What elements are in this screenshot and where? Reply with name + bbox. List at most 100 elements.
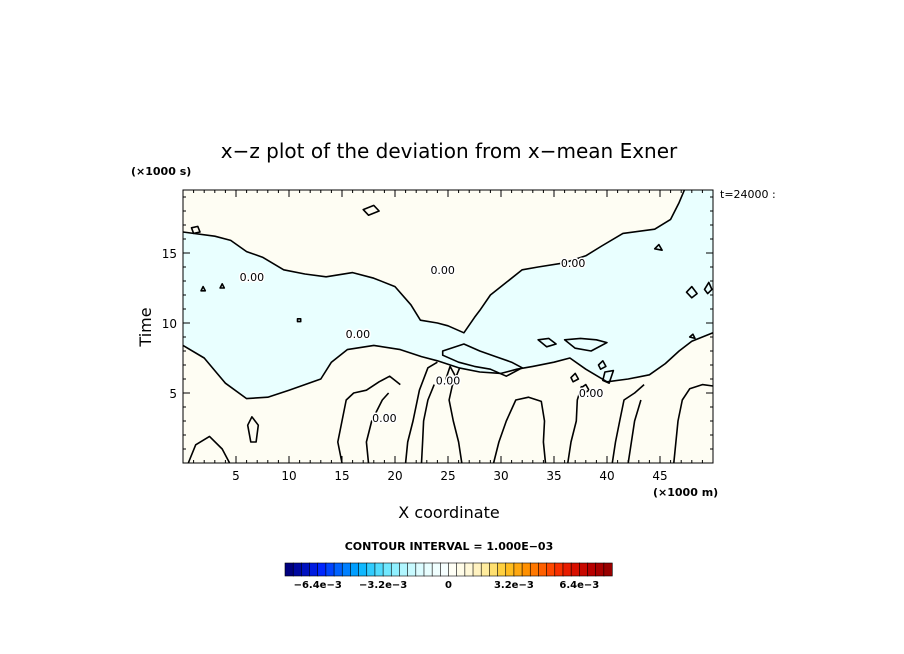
contour-line-16 — [537, 337, 557, 348]
y-axis: 5 10 15 — [162, 196, 713, 450]
colorbar-swatch-13 — [390, 562, 401, 577]
contour-label-2: 0.00 — [430, 264, 455, 277]
x-tick-label-45: 45 — [652, 469, 667, 483]
y-axis-label: Time — [136, 307, 155, 347]
colorbar-swatch-25 — [489, 562, 499, 577]
colorbar-swatch-34 — [562, 562, 572, 577]
contour-line-29 — [688, 333, 696, 340]
colorbar-swatch-18 — [431, 562, 441, 577]
colorbar-swatch-27 — [505, 562, 515, 577]
contour-line-20 — [362, 204, 380, 216]
contour-line-3 — [365, 392, 390, 464]
colorbar-swatch-3 — [309, 562, 319, 577]
contour-line-27 — [190, 225, 201, 235]
x-tick-label-30: 30 — [493, 469, 508, 483]
x-tick-label-15: 15 — [334, 469, 349, 483]
contour-line-15 — [441, 343, 523, 377]
colorbar-swatch-26 — [497, 562, 507, 577]
x-tick-label-10: 10 — [281, 469, 296, 483]
contour-label-5: 0.00 — [372, 412, 397, 425]
colorbar-swatch-22 — [464, 562, 474, 577]
x-tick-label-35: 35 — [546, 469, 561, 483]
contour-label-0: 0.00 — [240, 271, 265, 284]
plot-area: 0.00 0.00 0.00 0.00 0.00 0.00 0.00 — [182, 189, 714, 464]
contour-line-28 — [296, 318, 302, 323]
y-tick-label-5: 5 — [169, 387, 177, 401]
y-tick-label-10: 10 — [162, 317, 177, 331]
colorbar-swatch-31 — [538, 562, 548, 577]
colorbar-swatch-33 — [554, 562, 564, 577]
colorbar-swatch-30 — [529, 562, 540, 577]
x-tick-label-5: 5 — [232, 469, 240, 483]
colorbar — [284, 562, 613, 577]
x-unit-label: (×1000 m) — [653, 486, 718, 499]
colorbar-swatch-16 — [415, 562, 425, 577]
colorbar-swatch-23 — [472, 562, 482, 577]
contour-interval-text: CONTOUR INTERVAL = 1.000E−03 — [345, 540, 554, 553]
time-label: t=24000 : — [720, 188, 776, 201]
contour-line-9 — [611, 384, 645, 464]
contour-line-6 — [448, 367, 463, 464]
contour-line-22 — [653, 243, 663, 251]
colorbar-swatch-5 — [325, 562, 335, 577]
colorbar-swatch-6 — [333, 562, 343, 577]
colorbar-swatch-29 — [521, 562, 531, 577]
colorbar-swatch-36 — [578, 562, 589, 577]
colorbar-tick-labels: −6.4e−3 −3.2e−3 0 3.2e−3 6.4e−3 — [294, 580, 600, 591]
contour-line-23 — [219, 283, 226, 289]
colorbar-swatch-21 — [456, 562, 466, 577]
colorbar-tick-label-2: 0 — [445, 580, 452, 591]
colorbar-tick-label-1: −3.2e−3 — [359, 580, 407, 591]
colorbar-swatch-12 — [382, 562, 392, 577]
contour-line-13 — [246, 416, 260, 443]
x-axis-label: X coordinate — [398, 503, 499, 522]
colorbar-swatch-7 — [341, 562, 352, 577]
contour-line-4 — [404, 361, 438, 464]
contour-line-26 — [580, 383, 590, 394]
colorbar-swatch-35 — [570, 562, 580, 577]
contour-line-2 — [337, 375, 401, 464]
contour-line-1 — [182, 332, 714, 400]
contour-labels: 0.00 0.00 0.00 0.00 0.00 0.00 0.00 — [238, 255, 605, 426]
colorbar-swatch-24 — [480, 562, 490, 577]
contour-line-0 — [182, 189, 686, 334]
colorbar-swatch-17 — [423, 562, 433, 577]
y-unit-label: (×1000 s) — [131, 165, 191, 178]
colorbar-swatch-28 — [513, 562, 523, 577]
contour-line-25 — [570, 372, 580, 383]
contour-line-10 — [627, 399, 642, 464]
x-tick-label-20: 20 — [387, 469, 402, 483]
contour-line-14 — [445, 365, 457, 384]
colorbar-tick-label-4: 6.4e−3 — [559, 580, 599, 591]
contour-lines — [182, 189, 714, 464]
colorbar-swatch-8 — [350, 562, 360, 577]
contour-line-24 — [200, 285, 207, 292]
colorbar-swatch-19 — [440, 562, 450, 577]
colorbar-swatch-2 — [301, 562, 311, 577]
colorbar-tick-label-0: −6.4e−3 — [294, 580, 342, 591]
contour-line-30 — [703, 281, 713, 295]
colorbar-swatch-20 — [448, 562, 458, 577]
colorbar-swatch-39 — [603, 562, 613, 577]
colorbar-swatch-32 — [546, 562, 556, 577]
colorbar-swatch-14 — [399, 562, 409, 577]
colorbar-swatch-15 — [407, 562, 417, 577]
contour-line-7 — [492, 396, 547, 464]
x-tick-label-40: 40 — [599, 469, 614, 483]
colorbar-swatch-10 — [366, 562, 376, 577]
colorbar-swatch-37 — [587, 562, 597, 577]
contour-label-3: 0.00 — [561, 257, 586, 270]
contour-line-19 — [602, 369, 615, 384]
contour-label-4: 0.00 — [579, 387, 604, 400]
contour-line-5 — [420, 384, 435, 464]
colorbar-swatch-0 — [284, 562, 294, 577]
contour-line-11 — [673, 383, 714, 464]
colorbar-swatch-4 — [317, 562, 327, 577]
colorbar-tick-label-3: 3.2e−3 — [494, 580, 534, 591]
contour-line-8 — [567, 385, 583, 464]
x-tick-label-25: 25 — [440, 469, 455, 483]
contour-label-1: 0.00 — [346, 328, 371, 341]
chart-title: x−z plot of the deviation from x−mean Ex… — [221, 139, 678, 163]
negative-region — [183, 190, 713, 399]
